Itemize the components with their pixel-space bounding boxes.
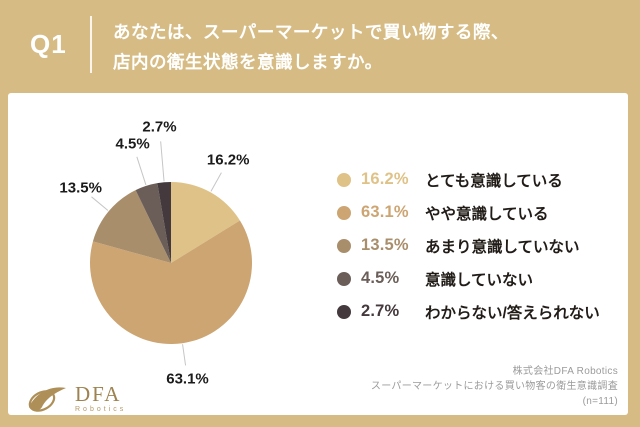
pie-svg xyxy=(90,141,253,366)
legend-label: あまり意識していない xyxy=(425,238,580,256)
chart-card: 16.2% 63.1% 13.5% 4.5% 2.7% 16.2% とても意識している 63… xyxy=(8,93,628,415)
chart-legend: 16.2% とても意識している 63.1% やや意識している 13.5% あまり意識してい… xyxy=(337,163,600,328)
legend-item: 13.5% あまり意識していない xyxy=(337,229,600,262)
legend-label: わからない/答えられない xyxy=(425,304,600,322)
source-company: 株式会社DFA Robotics xyxy=(512,366,618,377)
logo-robotics-text: Robotics xyxy=(75,405,127,413)
pie-value-label: 63.1% xyxy=(166,370,209,388)
pie-leader-line xyxy=(136,156,147,186)
pie-value-label: 16.2% xyxy=(206,151,250,169)
legend-color-dot xyxy=(337,172,351,187)
pie-slice xyxy=(92,190,171,263)
legend-color-dot xyxy=(337,238,351,253)
pie-slice xyxy=(171,182,240,263)
pie-slice xyxy=(90,220,253,345)
question-title: あなたは、スーパーマーケットで買い物する際、 店内の衛生状態を意識しますか。 xyxy=(113,17,509,77)
legend-color-dot xyxy=(337,304,351,319)
legend-item: 2.7% わからない/答えられない xyxy=(337,295,600,328)
pie-slice xyxy=(135,183,171,263)
question-line-2: 店内の衛生状態を意識しますか。 xyxy=(113,52,383,72)
pie-leader-line xyxy=(182,344,187,366)
legend-label: 意識していない xyxy=(425,271,534,289)
source-survey-title: スーパーマーケットにおける買い物客の衛生意識調査 xyxy=(370,381,618,392)
legend-percentage: 63.1% xyxy=(361,203,409,221)
legend-color-dot xyxy=(337,271,351,286)
question-line-1: あなたは、スーパーマーケットで買い物する際、 xyxy=(113,22,509,42)
source-sample-size: (n=111) xyxy=(582,396,618,407)
pie-leader-line xyxy=(210,172,222,192)
legend-percentage: 2.7% xyxy=(361,302,400,320)
dfa-robotics-logo: DFA Robotics xyxy=(26,379,126,417)
legend-label: やや意識している xyxy=(425,205,549,223)
legend-label: とても意識している xyxy=(425,172,563,190)
legend-item: 16.2% とても意識している xyxy=(337,163,600,196)
dfa-swoosh-logo-icon xyxy=(28,387,66,412)
legend-item: 4.5% 意識していない xyxy=(337,262,600,295)
header-divider xyxy=(90,16,92,73)
legend-color-dot xyxy=(337,205,351,220)
pie-chart: 16.2% 63.1% 13.5% 4.5% 2.7% xyxy=(8,93,348,415)
legend-percentage: 13.5% xyxy=(361,236,409,254)
logo-text: DFA Robotics xyxy=(75,381,127,413)
legend-percentage: 4.5% xyxy=(361,269,400,287)
pie-slice xyxy=(157,182,171,263)
legend-item: 63.1% やや意識している xyxy=(337,196,600,229)
pie-value-label: 13.5% xyxy=(59,179,102,197)
pie-leader-line xyxy=(91,196,109,211)
source-note: 株式会社DFA Robotics スーパーマーケットにおける買い物客の衛生意識調… xyxy=(371,364,618,409)
legend-percentage: 16.2% xyxy=(361,170,409,188)
pie-value-label: 2.7% xyxy=(142,118,177,136)
question-number: Q1 xyxy=(30,29,67,59)
pie-value-label: 4.5% xyxy=(115,135,150,152)
logo-dfa-text: DFA xyxy=(75,381,122,406)
pie-leader-line xyxy=(160,141,165,182)
